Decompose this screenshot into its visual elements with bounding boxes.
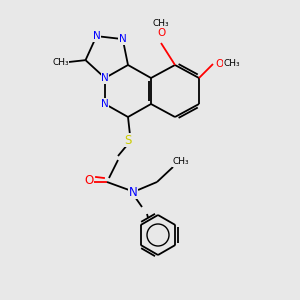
Text: CH₃: CH₃ — [224, 59, 240, 68]
Text: O: O — [215, 59, 223, 69]
Text: N: N — [101, 73, 109, 83]
Text: O: O — [157, 28, 165, 38]
Text: O: O — [84, 173, 94, 187]
Text: CH₃: CH₃ — [52, 58, 69, 67]
Text: N: N — [129, 185, 137, 199]
Text: N: N — [119, 34, 127, 44]
Text: S: S — [124, 134, 132, 146]
Text: N: N — [101, 99, 109, 109]
Text: CH₃: CH₃ — [153, 19, 169, 28]
Text: CH₃: CH₃ — [173, 158, 189, 166]
Text: N: N — [93, 31, 101, 41]
